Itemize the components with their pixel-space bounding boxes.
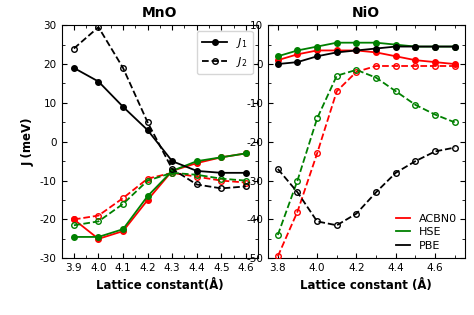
Y-axis label: J (meV): J (meV) <box>21 117 34 166</box>
Legend: $J_1$, $J_2$: $J_1$, $J_2$ <box>197 31 253 74</box>
Title: NiO: NiO <box>352 6 380 20</box>
Title: MnO: MnO <box>142 6 178 20</box>
X-axis label: Lattice constant (Å): Lattice constant (Å) <box>301 279 432 292</box>
Legend: ACBN0, HSE, PBE: ACBN0, HSE, PBE <box>394 212 459 253</box>
X-axis label: Lattice constant(Å): Lattice constant(Å) <box>96 279 224 292</box>
